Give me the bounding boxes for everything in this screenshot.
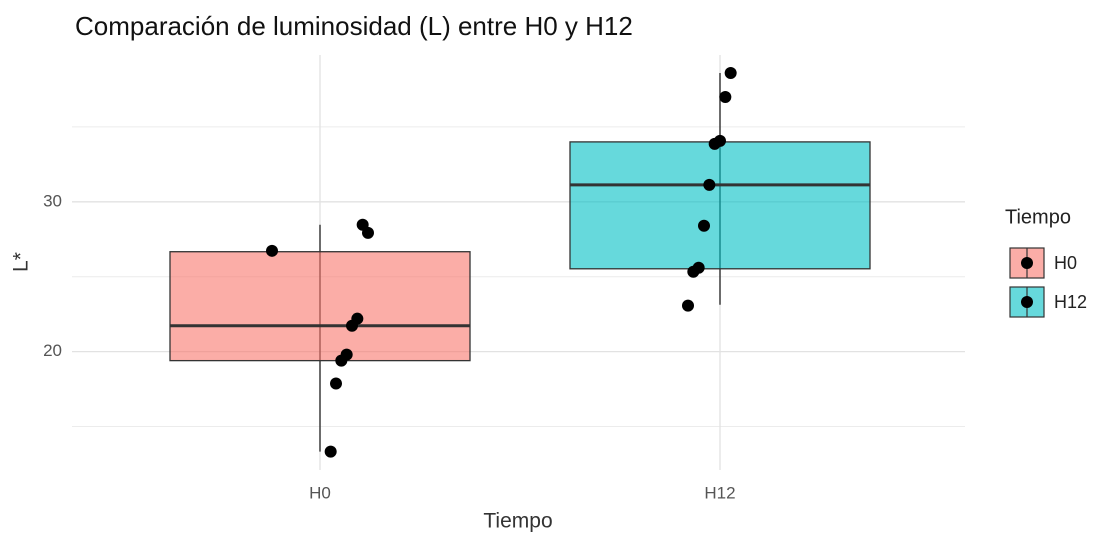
point xyxy=(266,244,278,257)
point xyxy=(346,319,358,332)
point xyxy=(724,66,737,79)
chart-title: Comparación de luminosidad (L) entre H0 … xyxy=(75,11,633,41)
point xyxy=(682,299,694,312)
point xyxy=(335,354,348,367)
point xyxy=(687,265,700,278)
point xyxy=(330,377,342,390)
legend-title: Tiempo xyxy=(1005,206,1071,228)
legend-label: H12 xyxy=(1054,292,1087,312)
point xyxy=(719,90,732,103)
point xyxy=(356,218,369,231)
x-tick-label: H12 xyxy=(704,483,735,502)
box xyxy=(169,251,471,362)
x-axis-label: Tiempo xyxy=(483,510,552,533)
point xyxy=(703,178,716,191)
x-tick-label: H0 xyxy=(309,483,331,502)
y-axis-label: L* xyxy=(10,252,33,272)
box xyxy=(569,141,871,270)
point xyxy=(708,137,721,150)
legend-label: H0 xyxy=(1054,253,1077,273)
point xyxy=(698,219,710,232)
y-tick-label: 20 xyxy=(43,341,62,360)
y-tick-label: 30 xyxy=(43,191,62,210)
point xyxy=(324,445,337,458)
legend-key-point xyxy=(1021,257,1033,269)
legend-key-point xyxy=(1021,296,1033,308)
